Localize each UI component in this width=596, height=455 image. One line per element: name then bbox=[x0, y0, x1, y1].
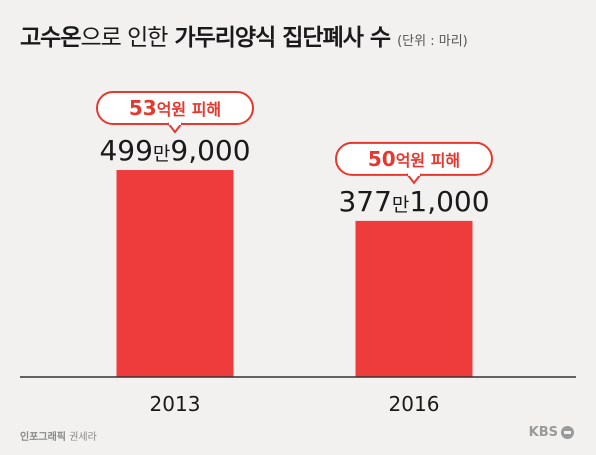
chart-title: 고수온으로 인한 가두리양식 집단폐사 수 (단위 : 마리) bbox=[20, 18, 468, 52]
callout-text: 53억원 피해 bbox=[129, 96, 221, 120]
callout-pointer-joint bbox=[169, 121, 181, 126]
callout-2013: 53억원 피해 bbox=[96, 91, 254, 134]
credit-name: 권세라 bbox=[69, 432, 97, 443]
brand-text: KBS bbox=[528, 425, 558, 440]
title-unit: (단위 : 마리) bbox=[397, 34, 468, 49]
title-bold-2: 가두리양식 집단폐사 수 bbox=[174, 25, 391, 51]
credit: 인포그래픽 권세라 bbox=[20, 428, 97, 443]
x-tick-label: 2016 bbox=[389, 392, 440, 416]
x-tick-label: 2013 bbox=[150, 392, 201, 416]
callout-text: 50억원 피해 bbox=[368, 147, 460, 171]
bar-2013 bbox=[116, 170, 234, 377]
title-bold-1: 고수온 bbox=[20, 25, 81, 51]
callout-pointer-joint bbox=[408, 171, 420, 176]
callout-2016: 50억원 피해 bbox=[335, 141, 493, 185]
callout-pointer bbox=[167, 122, 183, 134]
title-light: 으로 인한 bbox=[80, 25, 168, 51]
value-label-2016: 377만1,000 bbox=[338, 185, 489, 218]
brand-logo: KBS bbox=[529, 425, 574, 440]
bar-2016 bbox=[355, 220, 473, 377]
value-label-2013: 499만9,000 bbox=[99, 134, 250, 167]
callout-pointer bbox=[406, 173, 422, 185]
credit-role: 인포그래픽 bbox=[20, 432, 66, 443]
kbs-logo-icon bbox=[561, 426, 574, 439]
